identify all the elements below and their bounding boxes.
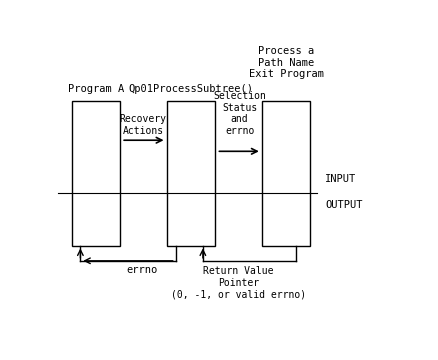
Bar (72, 102, 119, 246)
Bar (167, 102, 214, 246)
Text: Return Value
Pointer
(0, -1, or valid errno): Return Value Pointer (0, -1, or valid er… (171, 266, 305, 300)
Text: Process a
Path Name
Exit Program: Process a Path Name Exit Program (248, 46, 323, 79)
Text: OUTPUT: OUTPUT (325, 201, 362, 210)
Bar (262, 102, 309, 246)
Text: INPUT: INPUT (325, 174, 356, 184)
Text: Recovery
Actions: Recovery Actions (120, 114, 166, 136)
Text: Selection
Status
and
errno: Selection Status and errno (213, 91, 265, 136)
Text: Qp01ProcessSubtree(): Qp01ProcessSubtree() (128, 85, 253, 94)
Text: Program A: Program A (67, 85, 124, 94)
Text: errno: errno (126, 265, 157, 275)
